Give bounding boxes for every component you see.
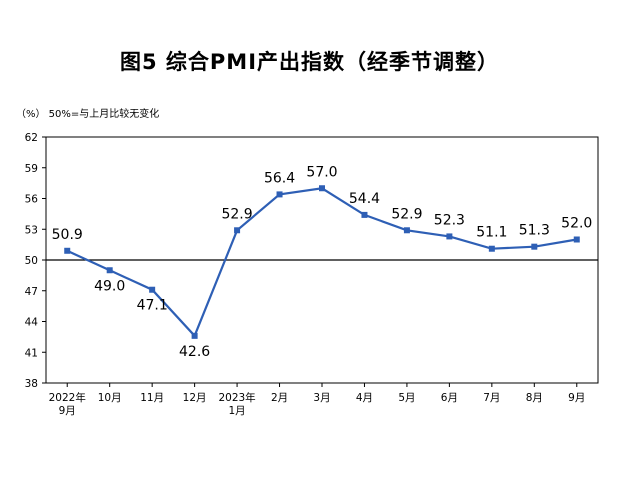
data-label: 57.0 bbox=[306, 164, 337, 180]
x-tick-label: 3月 bbox=[313, 392, 330, 404]
x-tick-label: 12月 bbox=[183, 392, 207, 404]
x-tick-label: 6月 bbox=[441, 392, 458, 404]
data-label: 52.3 bbox=[434, 212, 465, 228]
x-tick-label: 5月 bbox=[398, 392, 415, 404]
data-point bbox=[149, 286, 156, 293]
x-tick-label: 7月 bbox=[483, 392, 500, 404]
data-point bbox=[573, 236, 580, 243]
data-label: 52.9 bbox=[391, 206, 422, 222]
x-tick-label: 2月 bbox=[271, 392, 288, 404]
data-label: 51.1 bbox=[476, 225, 507, 241]
y-tick-label: 38 bbox=[25, 378, 38, 390]
data-point bbox=[234, 227, 241, 234]
data-point bbox=[446, 233, 453, 240]
data-label: 52.9 bbox=[221, 206, 252, 222]
x-tick-label: 8月 bbox=[526, 392, 543, 404]
data-label: 52.0 bbox=[561, 216, 592, 232]
y-tick-label: 41 bbox=[25, 347, 38, 359]
unit-note: （%） 50%=与上月比较无变化 bbox=[16, 109, 160, 120]
data-label: 47.1 bbox=[137, 298, 168, 314]
data-point bbox=[531, 243, 538, 250]
data-point bbox=[191, 332, 198, 339]
data-point bbox=[64, 247, 71, 254]
y-tick-label: 53 bbox=[25, 224, 38, 236]
data-label: 42.6 bbox=[179, 344, 210, 360]
x-tick-label: 4月 bbox=[356, 392, 373, 404]
y-tick-label: 56 bbox=[25, 194, 39, 206]
data-point bbox=[361, 211, 368, 218]
data-label: 49.0 bbox=[94, 278, 125, 294]
data-point bbox=[403, 227, 410, 234]
y-tick-label: 50 bbox=[25, 255, 38, 267]
data-label: 51.3 bbox=[519, 223, 550, 239]
data-label: 50.9 bbox=[52, 227, 83, 243]
y-tick-label: 47 bbox=[25, 286, 38, 298]
y-tick-label: 62 bbox=[25, 132, 38, 144]
x-tick-label: 2022年 bbox=[49, 391, 86, 404]
x-tick-label: 10月 bbox=[98, 392, 122, 404]
y-tick-label: 44 bbox=[25, 317, 39, 329]
x-tick-label: 9月 bbox=[568, 392, 585, 404]
data-point bbox=[106, 267, 113, 274]
data-label: 54.4 bbox=[349, 191, 380, 207]
chart-title: 图5 综合PMI产出指数（经季节调整） bbox=[119, 50, 500, 74]
y-tick-label: 59 bbox=[25, 163, 38, 175]
data-point bbox=[276, 191, 283, 198]
x-tick-label: 1月 bbox=[228, 405, 245, 417]
data-point bbox=[319, 185, 325, 192]
data-point bbox=[488, 245, 495, 252]
x-tick-label: 11月 bbox=[140, 392, 164, 404]
x-tick-label: 2023年 bbox=[218, 391, 255, 404]
x-tick-label: 9月 bbox=[59, 405, 76, 417]
data-label: 56.4 bbox=[264, 170, 295, 186]
